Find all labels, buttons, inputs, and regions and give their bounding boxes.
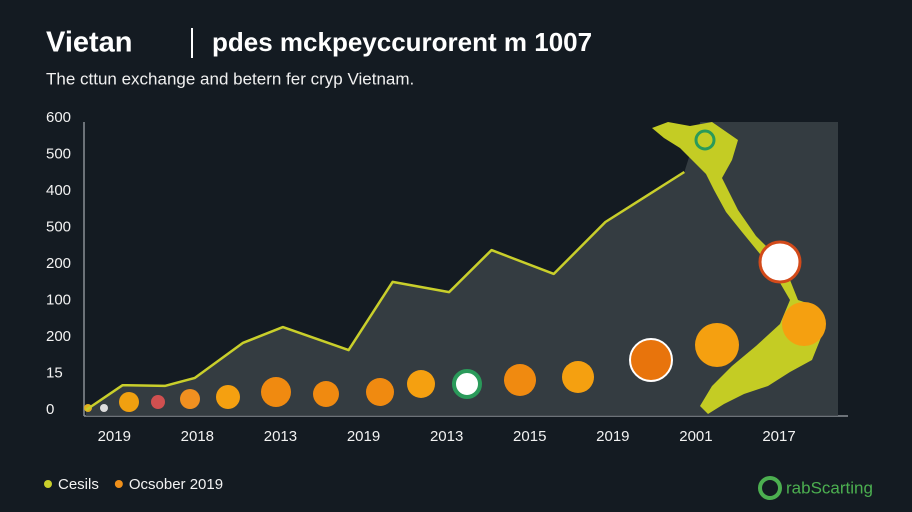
x-tick-label: 2017	[762, 428, 795, 445]
y-tick-label: 0	[46, 401, 54, 418]
coin	[313, 381, 339, 407]
legend-marker	[114, 480, 123, 488]
coin	[629, 338, 673, 382]
y-tick-label: 100	[46, 291, 71, 308]
chart-title: Vietan	[46, 27, 133, 59]
coin	[261, 377, 291, 407]
coin	[782, 302, 826, 346]
y-tick-label: 200	[46, 328, 71, 345]
line-layer	[85, 170, 685, 412]
y-tick-label: 600	[46, 109, 71, 126]
coin	[216, 385, 240, 409]
x-tick-label: 2019	[596, 428, 629, 445]
coin	[694, 129, 716, 151]
x-tick-label: 2013	[264, 428, 297, 445]
brand-icon	[758, 476, 782, 500]
x-tick-label: 2019	[347, 428, 380, 445]
coin	[100, 404, 108, 412]
y-tick-label: 200	[46, 255, 71, 272]
coin	[180, 389, 200, 409]
coin	[366, 378, 394, 406]
brand-name: rabScarting	[786, 478, 873, 497]
map-shape	[652, 122, 824, 414]
x-tick-label: 2001	[679, 428, 712, 445]
coin	[119, 392, 139, 412]
y-tick-label: 500	[46, 218, 71, 235]
coins	[84, 129, 826, 412]
coin	[562, 361, 594, 393]
x-tick-label: 2013	[430, 428, 463, 445]
coin	[695, 323, 739, 367]
coin	[407, 370, 435, 398]
coin	[151, 395, 165, 409]
label-layer: 0 15 200 100 200 500 400 500 600 2019 2018 2013 2019…	[44, 109, 796, 493]
legend-label: Ocsober 2019	[129, 476, 223, 493]
chart-subtitle: pdes mckpeyccurorent m 1007	[212, 27, 592, 57]
chart-description: The cttun exchange and betern fer cryp V…	[46, 69, 414, 88]
coin	[504, 364, 536, 396]
y-tick-label: 15	[46, 364, 63, 381]
y-tick-label: 500	[46, 145, 71, 162]
legend-marker	[44, 480, 52, 488]
line	[85, 170, 685, 412]
coin	[452, 369, 482, 399]
legend-label: Cesils	[58, 476, 99, 493]
x-tick-label: 2019	[98, 428, 131, 445]
y-tick-label: 400	[46, 182, 71, 199]
x-tick-label: 2015	[513, 428, 546, 445]
coin	[758, 240, 802, 284]
brand: rabScarting	[758, 476, 873, 500]
x-tick-label: 2018	[181, 428, 214, 445]
